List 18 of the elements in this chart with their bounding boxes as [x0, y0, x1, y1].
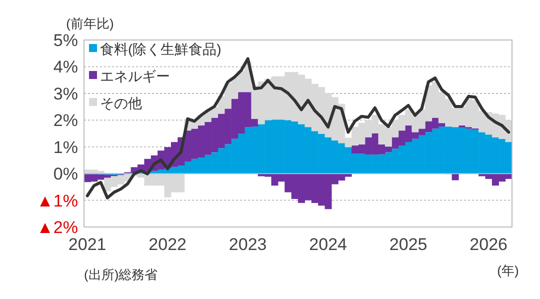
x-tick-label: 2025	[389, 235, 428, 254]
x-tick-label: 2021	[68, 235, 106, 254]
legend-label: その他	[100, 95, 142, 111]
x-tick-label: 2026	[470, 235, 508, 254]
y-tick-label: 4%	[53, 58, 78, 77]
y-tick-label: 2%	[53, 111, 78, 130]
x-tick-label: 2024	[309, 235, 348, 254]
y-tick-label: ▲2%	[36, 218, 78, 237]
y-tick-label: ▲1%	[36, 191, 78, 210]
x-tick-label: 2022	[148, 235, 187, 254]
y-tick-label: 1%	[53, 138, 78, 157]
x-tick-label: 2023	[228, 235, 267, 254]
y-tick-label: 0%	[53, 164, 78, 184]
y-tick-label: 3%	[53, 84, 78, 104]
x-axis-title: (年)	[497, 263, 519, 278]
y-axis-title: (前年比)	[66, 16, 114, 31]
y-tick-label: 5%	[53, 31, 78, 50]
text: (出所)総務省	[84, 267, 158, 282]
